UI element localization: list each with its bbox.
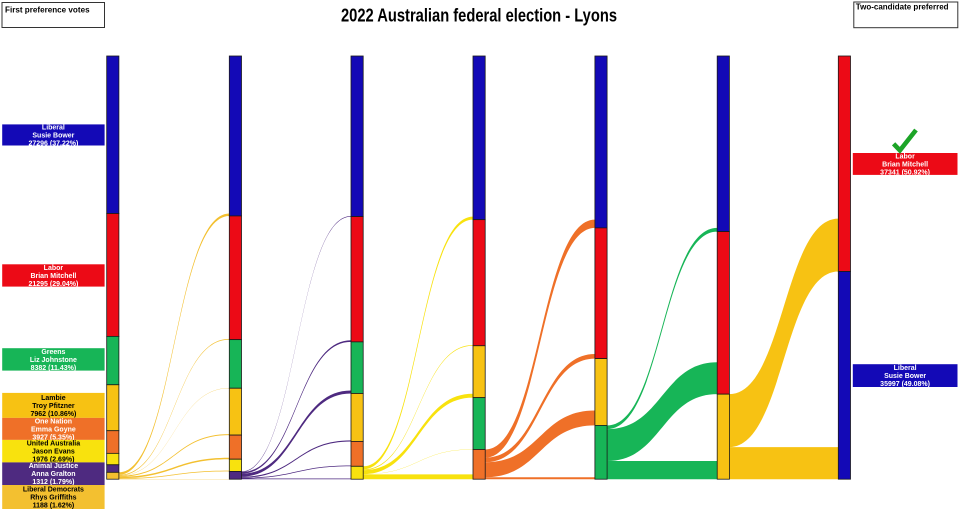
svg-text:Animal Justice: Animal Justice [29,463,79,470]
svg-text:21295 (29.04%): 21295 (29.04%) [28,281,78,288]
svg-text:Brian Mitchell: Brian Mitchell [882,161,928,168]
svg-text:3927 (5.35%): 3927 (5.35%) [32,434,74,441]
svg-text:27296 (37.22%): 27296 (37.22%) [28,140,78,147]
svg-text:Susie Bower: Susie Bower [32,132,74,139]
svg-text:Anna Gralton: Anna Gralton [31,471,75,478]
svg-text:1188 (1.62%): 1188 (1.62%) [33,503,75,509]
svg-text:Lambie: Lambie [41,395,66,402]
svg-text:Susie Bower: Susie Bower [884,373,926,380]
svg-text:35997 (49.08%): 35997 (49.08%) [880,381,930,388]
svg-text:Emma Goyne: Emma Goyne [31,426,76,433]
svg-text:37341 (50.92%): 37341 (50.92%) [880,169,930,176]
svg-text:Liberal: Liberal [894,365,917,372]
svg-text:First preference votes: First preference votes [5,6,90,15]
svg-text:Liberal Democrats: Liberal Democrats [23,487,84,494]
svg-text:One Nation: One Nation [35,418,72,425]
svg-text:Troy Pfitzner: Troy Pfitzner [32,403,75,410]
svg-text:1312 (1.79%): 1312 (1.79%) [32,479,74,486]
svg-text:Labor: Labor [895,153,915,160]
svg-text:Greens: Greens [41,349,65,356]
svg-text:Liberal: Liberal [42,124,65,131]
svg-text:8382 (11.43%): 8382 (11.43%) [31,365,77,372]
svg-text:Jason Evans: Jason Evans [32,449,75,456]
svg-text:Labor: Labor [44,265,64,272]
svg-text:Brian Mitchell: Brian Mitchell [30,273,76,280]
svg-text:Liz Johnstone: Liz Johnstone [30,357,77,364]
svg-text:2022 Australian federal electi: 2022 Australian federal election - Lyons [341,5,617,26]
svg-text:7962 (10.86%): 7962 (10.86%) [30,411,76,418]
svg-text:Rhys Griffiths: Rhys Griffiths [30,495,76,502]
svg-text:Two-candidate preferred: Two-candidate preferred [856,2,949,11]
svg-text:United Australia: United Australia [27,441,81,448]
svg-text:1976 (2.69%): 1976 (2.69%) [32,457,74,464]
